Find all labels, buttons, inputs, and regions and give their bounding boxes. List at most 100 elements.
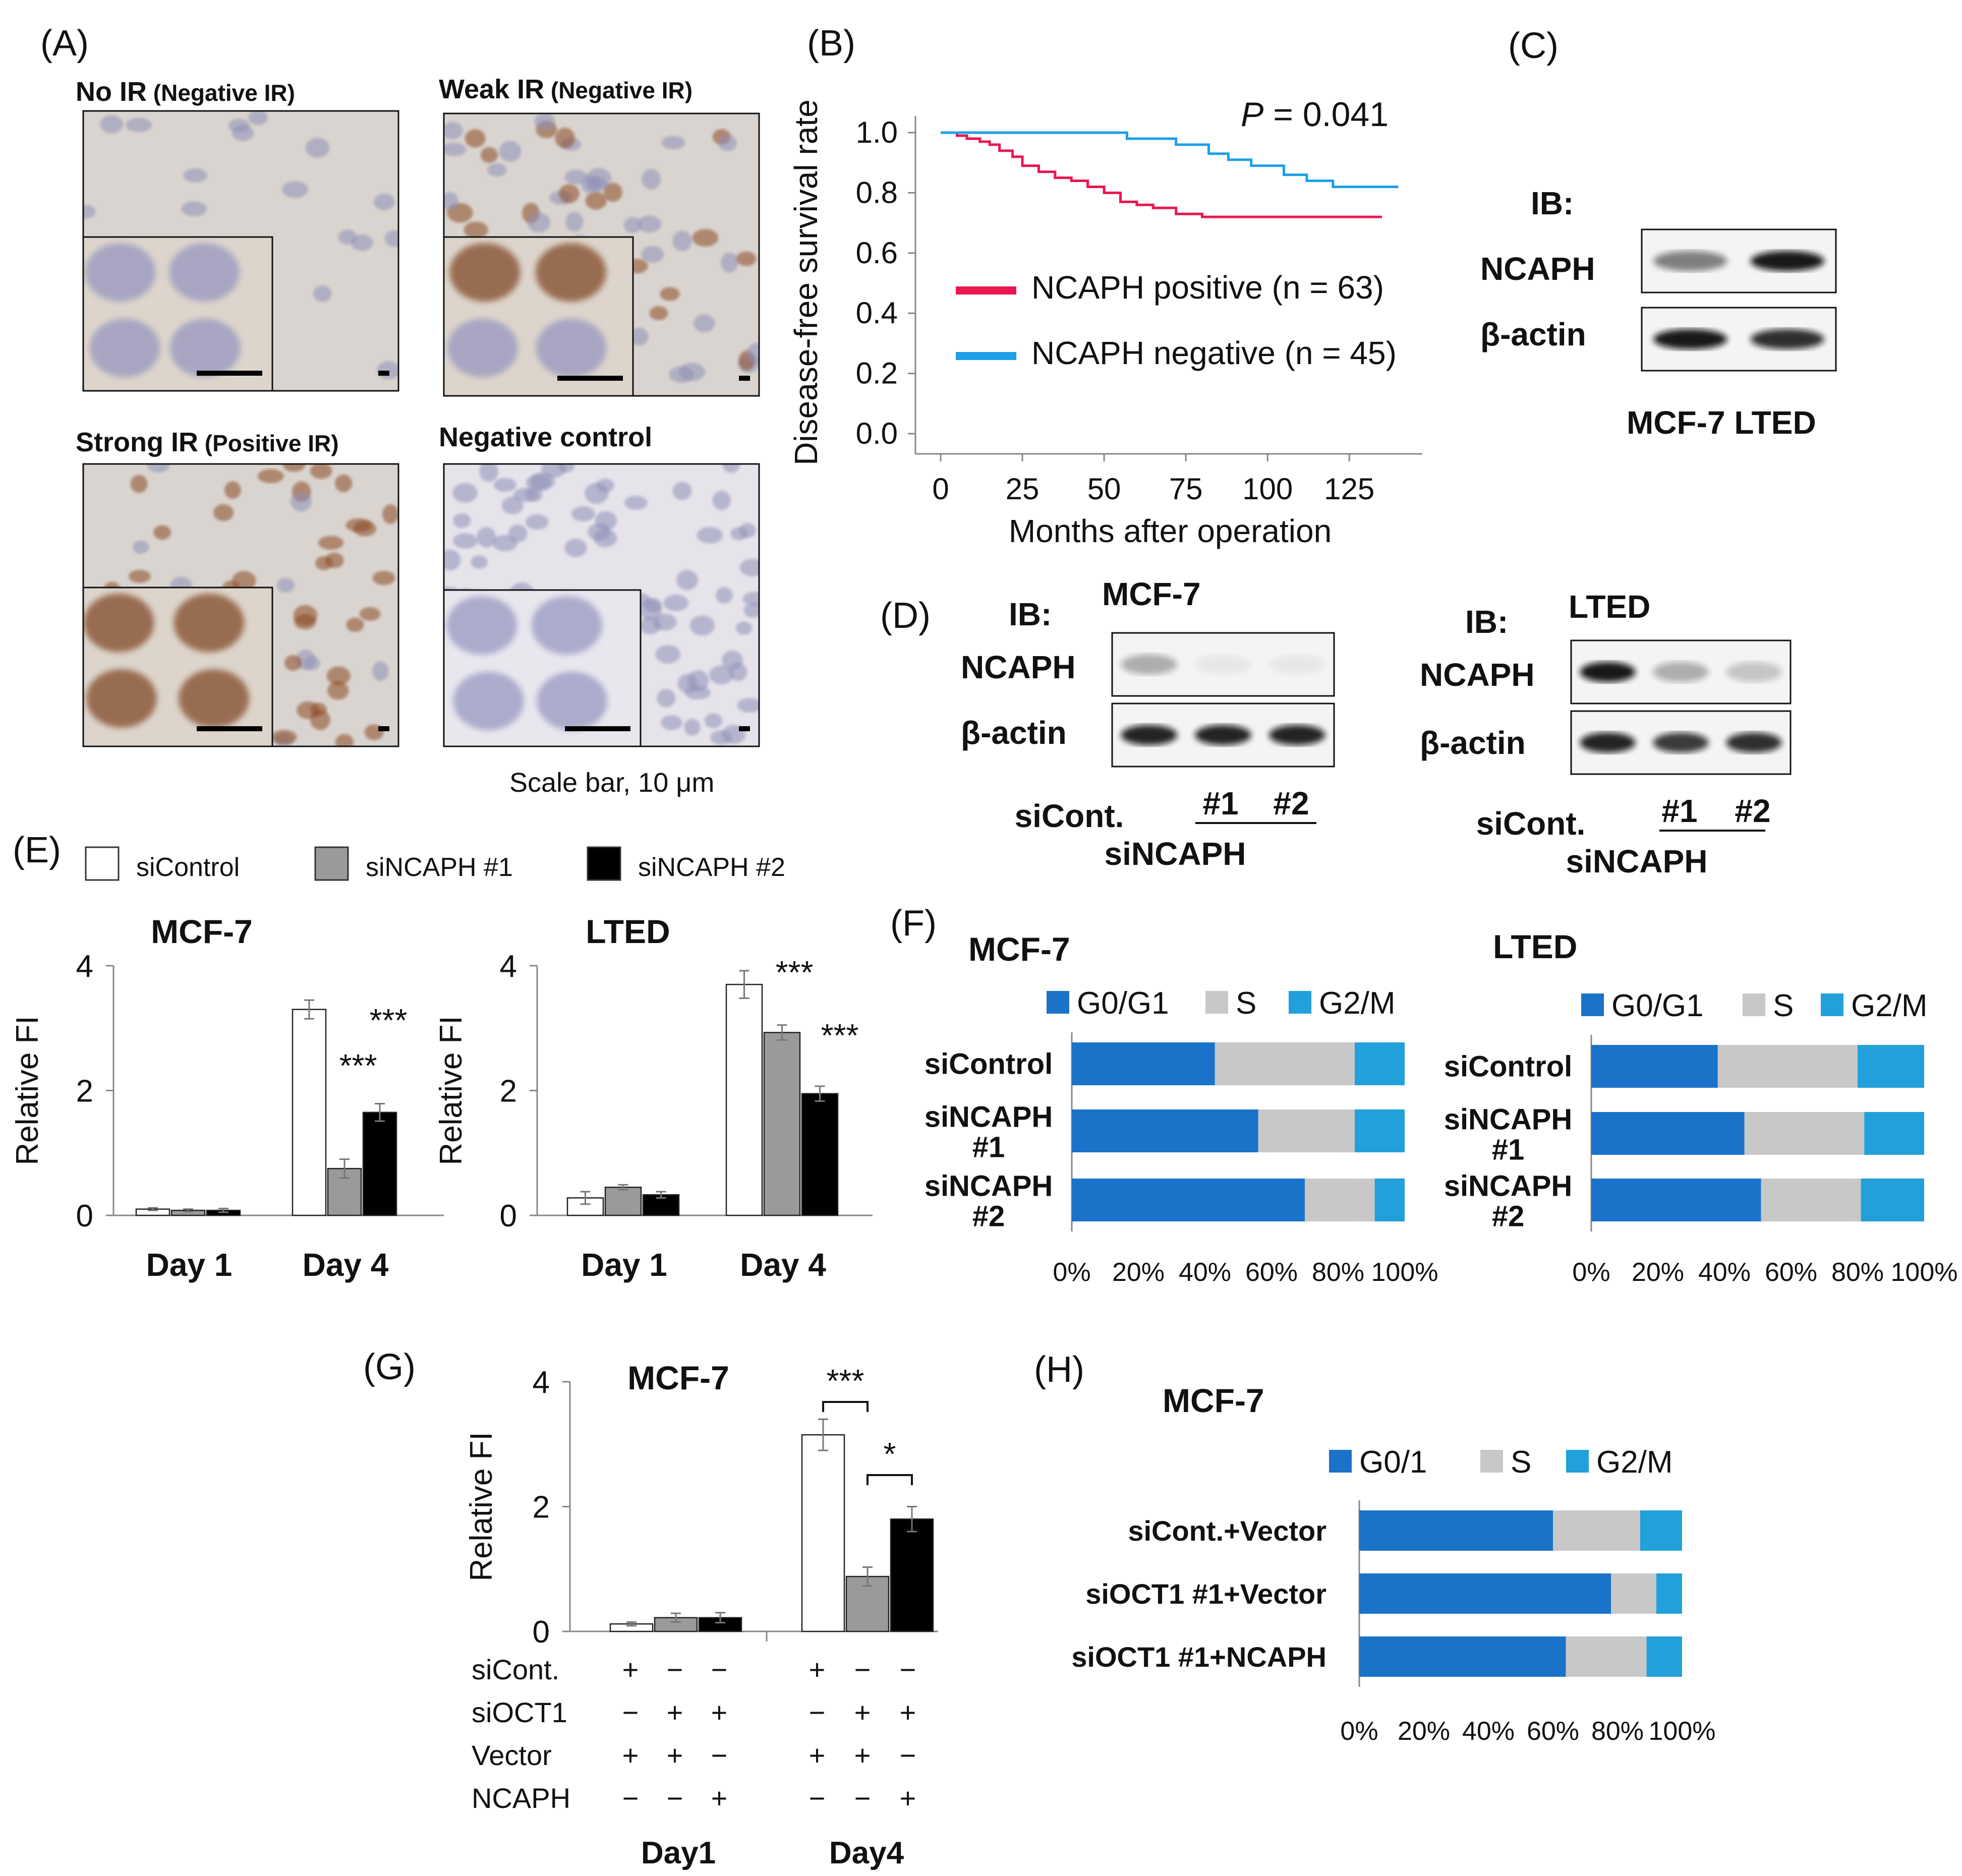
- ihc-nucleus: [372, 661, 389, 681]
- condition-label: NCAPH: [472, 1782, 570, 1814]
- panel-label-d: (D): [880, 596, 931, 636]
- category-label: Day 1: [146, 1247, 233, 1283]
- x-tick-label: 20%: [1112, 1258, 1165, 1287]
- ihc-nucleus: [444, 143, 467, 156]
- x-tick-label: 80%: [1312, 1258, 1364, 1287]
- legend-swatch: [1566, 1450, 1589, 1473]
- category-label: #2: [1492, 1200, 1525, 1233]
- panel-label-c: (C): [1508, 26, 1559, 66]
- x-tick-label: 0%: [1340, 1717, 1378, 1746]
- y-tick-label: 2: [76, 1074, 93, 1109]
- stacked-bar-segment: [1656, 1573, 1682, 1614]
- ihc-nucleus: [471, 555, 488, 569]
- ihc-frame: [443, 463, 760, 747]
- chart-title: MCF-7: [968, 930, 1070, 968]
- ihc-nucleus: [716, 587, 733, 604]
- scale-bar-caption: Scale bar, 10 μm: [509, 768, 714, 798]
- ihc-nucleus: [746, 342, 759, 364]
- ihc-frame: [443, 112, 760, 397]
- ihc-nucleus: [564, 169, 588, 185]
- ihc-nucleus: [382, 504, 398, 524]
- condition-mark: −: [711, 1739, 728, 1771]
- ihc-nucleus: [660, 287, 680, 301]
- bar: [292, 1009, 327, 1216]
- ihc-inset-cell: [535, 243, 606, 302]
- x-tick-label: 25: [1006, 472, 1040, 506]
- condition-mark: +: [711, 1782, 728, 1814]
- stacked-bar-segment: [1072, 1109, 1258, 1152]
- ib-label: IB:: [1009, 596, 1052, 632]
- ihc-title: No IR (Negative IR): [76, 77, 295, 107]
- ihc-nucleus: [718, 135, 737, 151]
- category-label: Day 4: [740, 1247, 826, 1283]
- stacked-bar-segment: [1355, 1042, 1405, 1085]
- category-label: siControl: [925, 1048, 1053, 1081]
- scale-bar-inset: [197, 371, 262, 376]
- ihc-nucleus: [248, 111, 268, 126]
- legend-label: NCAPH negative (n = 45): [1031, 335, 1397, 371]
- y-axis-label: Relative FI: [464, 1432, 499, 1581]
- category-label: siOCT1 #1+NCAPH: [1071, 1641, 1326, 1673]
- ncaph-blot-band: [1653, 662, 1709, 682]
- ihc-title: Negative control: [439, 422, 652, 452]
- ihc-nucleus: [672, 482, 692, 500]
- ihc-nucleus: [694, 314, 715, 333]
- chart-title: MCF-7: [1163, 1382, 1264, 1419]
- ihc-image-2: [444, 113, 759, 396]
- condition-mark: +: [711, 1696, 728, 1728]
- ihc-inset-cell: [449, 243, 521, 302]
- bar: [801, 1093, 839, 1216]
- condition-mark: +: [900, 1696, 916, 1728]
- actin-blot-band: [1653, 329, 1727, 349]
- ihc-nucleus: [181, 201, 207, 217]
- condition-mark: −: [622, 1782, 639, 1814]
- condition-mark: −: [667, 1782, 683, 1814]
- condition-mark: +: [667, 1739, 683, 1771]
- ihc-frame: [82, 110, 399, 392]
- ihc-nucleus: [604, 183, 622, 202]
- bar: [604, 1187, 642, 1216]
- legend-label: siNCAPH #1: [366, 853, 513, 882]
- legend-label: G2/M: [1596, 1445, 1673, 1480]
- condition-mark: −: [622, 1696, 639, 1728]
- x-tick-label: 100%: [1891, 1258, 1958, 1287]
- ihc-nucleus: [565, 212, 584, 232]
- ihc-nucleus: [313, 285, 332, 302]
- actin-blot-band: [1195, 725, 1251, 745]
- ihc-nucleus: [153, 525, 171, 540]
- scale-bar: [739, 376, 750, 381]
- actin-blot-band: [1580, 732, 1636, 753]
- y-tick-label: 0: [533, 1615, 550, 1650]
- ihc-nucleus: [525, 514, 549, 530]
- ihc-nucleus: [326, 666, 351, 685]
- stacked-bar-segment: [1591, 1045, 1718, 1088]
- ihc-nucleus: [271, 730, 297, 745]
- condition-mark: −: [809, 1696, 826, 1728]
- ncaph-blot-band: [1580, 662, 1636, 682]
- legend-label: S: [1511, 1445, 1531, 1480]
- y-axis-label: Disease-free survival rate: [788, 99, 824, 465]
- ihc-nucleus: [453, 513, 471, 528]
- condition-label: Vector: [472, 1739, 552, 1771]
- ihc-nucleus: [376, 361, 398, 380]
- ihc-nucleus: [655, 644, 680, 664]
- legend-swatch: [1205, 991, 1228, 1014]
- ihc-nucleus: [318, 536, 344, 550]
- ihc-nucleus: [672, 230, 693, 252]
- ihc-nucleus: [335, 734, 354, 746]
- legend-label: siNCAPH #2: [638, 853, 785, 882]
- significance-bracket: [867, 1474, 913, 1485]
- category-label: siNCAPH: [925, 1170, 1053, 1203]
- chart-title: LTED: [586, 913, 670, 950]
- ihc-nucleus: [276, 578, 295, 593]
- stacked-bar-segment: [1646, 1636, 1682, 1677]
- ihc-nucleus: [130, 475, 148, 493]
- y-tick-label: 1.0: [856, 115, 898, 149]
- ihc-inset-cell: [86, 669, 157, 728]
- ihc-inset-cell: [85, 243, 156, 302]
- ncaph-blot-band: [1268, 654, 1325, 675]
- ncaph-blot-band: [1750, 251, 1824, 271]
- y-tick-label: 0.4: [856, 296, 898, 330]
